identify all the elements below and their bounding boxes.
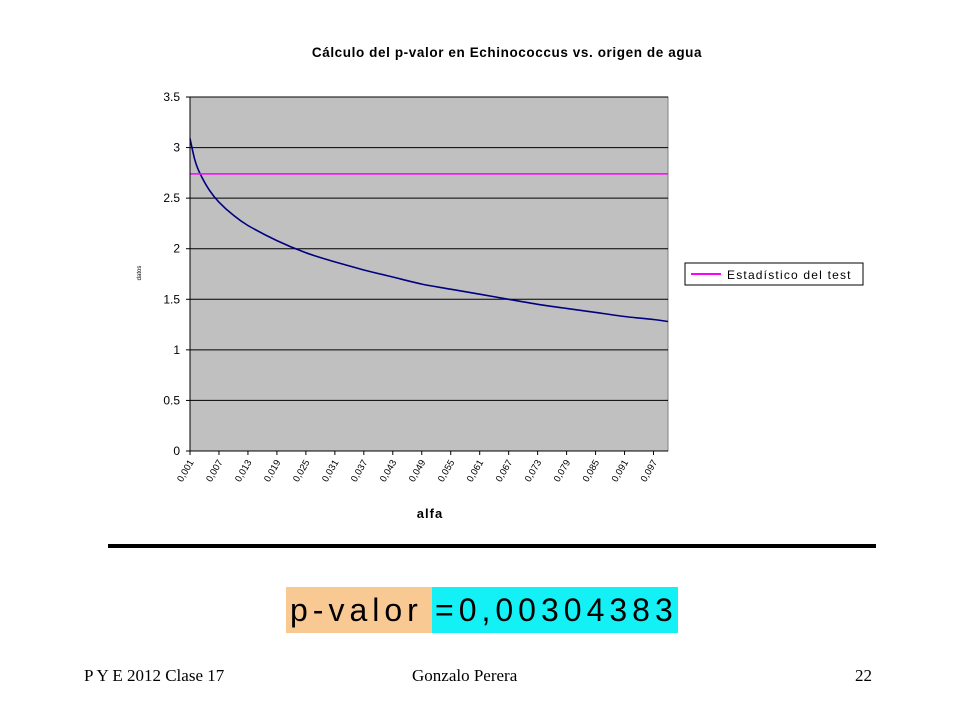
x-tick-label: 0,019 (262, 458, 283, 484)
y-ticks: 0 0.5 1 1.5 2 2.5 3 3.5 (163, 90, 190, 458)
y-tick-label: 1 (173, 343, 180, 357)
x-tick-label: 0,037 (349, 458, 370, 484)
legend-label: Estadístico del test (727, 268, 852, 282)
x-tick-label: 0,043 (378, 458, 399, 484)
x-tick-label: 0,013 (233, 458, 254, 484)
x-tick-label: 0,025 (291, 458, 312, 484)
gridlines (190, 96, 668, 401)
x-tick-label: 0,061 (465, 458, 486, 484)
footer-author: Gonzalo Perera (412, 666, 518, 685)
legend: Estadístico del test (684, 262, 864, 286)
y-axis-label: datos (137, 266, 143, 281)
y-tick-label: 2.5 (163, 191, 180, 205)
plot-area (189, 96, 669, 452)
divider-rule (108, 544, 876, 548)
series-line-alfa-curve (189, 138, 669, 323)
x-axis-label: alfa (417, 506, 443, 521)
x-tick-label: 0,031 (320, 458, 341, 484)
series-layer (189, 138, 669, 323)
y-tick-label: 0.5 (163, 393, 180, 407)
footer-course: P Y E 2012 Clase 17 (84, 666, 225, 685)
pvalue-label: p-valor (286, 587, 432, 633)
y-tick-label: 3 (173, 141, 180, 155)
x-tick-label: 0,067 (494, 458, 515, 484)
x-tick-label: 0,091 (610, 458, 631, 484)
x-tick-label: 0,097 (639, 458, 660, 484)
chart-title: Cálculo del p-valor en Echinococcus vs. … (312, 45, 702, 60)
y-tick-label: 0 (173, 444, 180, 458)
x-tick-label: 0,049 (407, 458, 428, 484)
x-tick-label: 0,007 (204, 458, 225, 484)
x-tick-label: 0,079 (552, 458, 573, 484)
footer-page-number: 22 (855, 666, 872, 685)
x-tick-label: 0,085 (581, 458, 602, 484)
y-tick-label: 2 (173, 242, 180, 256)
chart: Cálculo del p-valor en Echinococcus vs. … (137, 45, 864, 521)
pvalue-value: =0,00304383 (432, 587, 678, 633)
y-tick-label: 3.5 (163, 90, 180, 104)
y-tick-label: 1.5 (163, 292, 180, 306)
x-tick-label: 0,001 (175, 458, 196, 484)
legend-box (684, 262, 864, 286)
x-ticks: 0,001 0,007 0,013 0,019 0,025 0,031 0,037 0,043… (175, 451, 660, 484)
x-tick-label: 0,073 (523, 458, 544, 484)
x-tick-label: 0,055 (436, 458, 457, 484)
